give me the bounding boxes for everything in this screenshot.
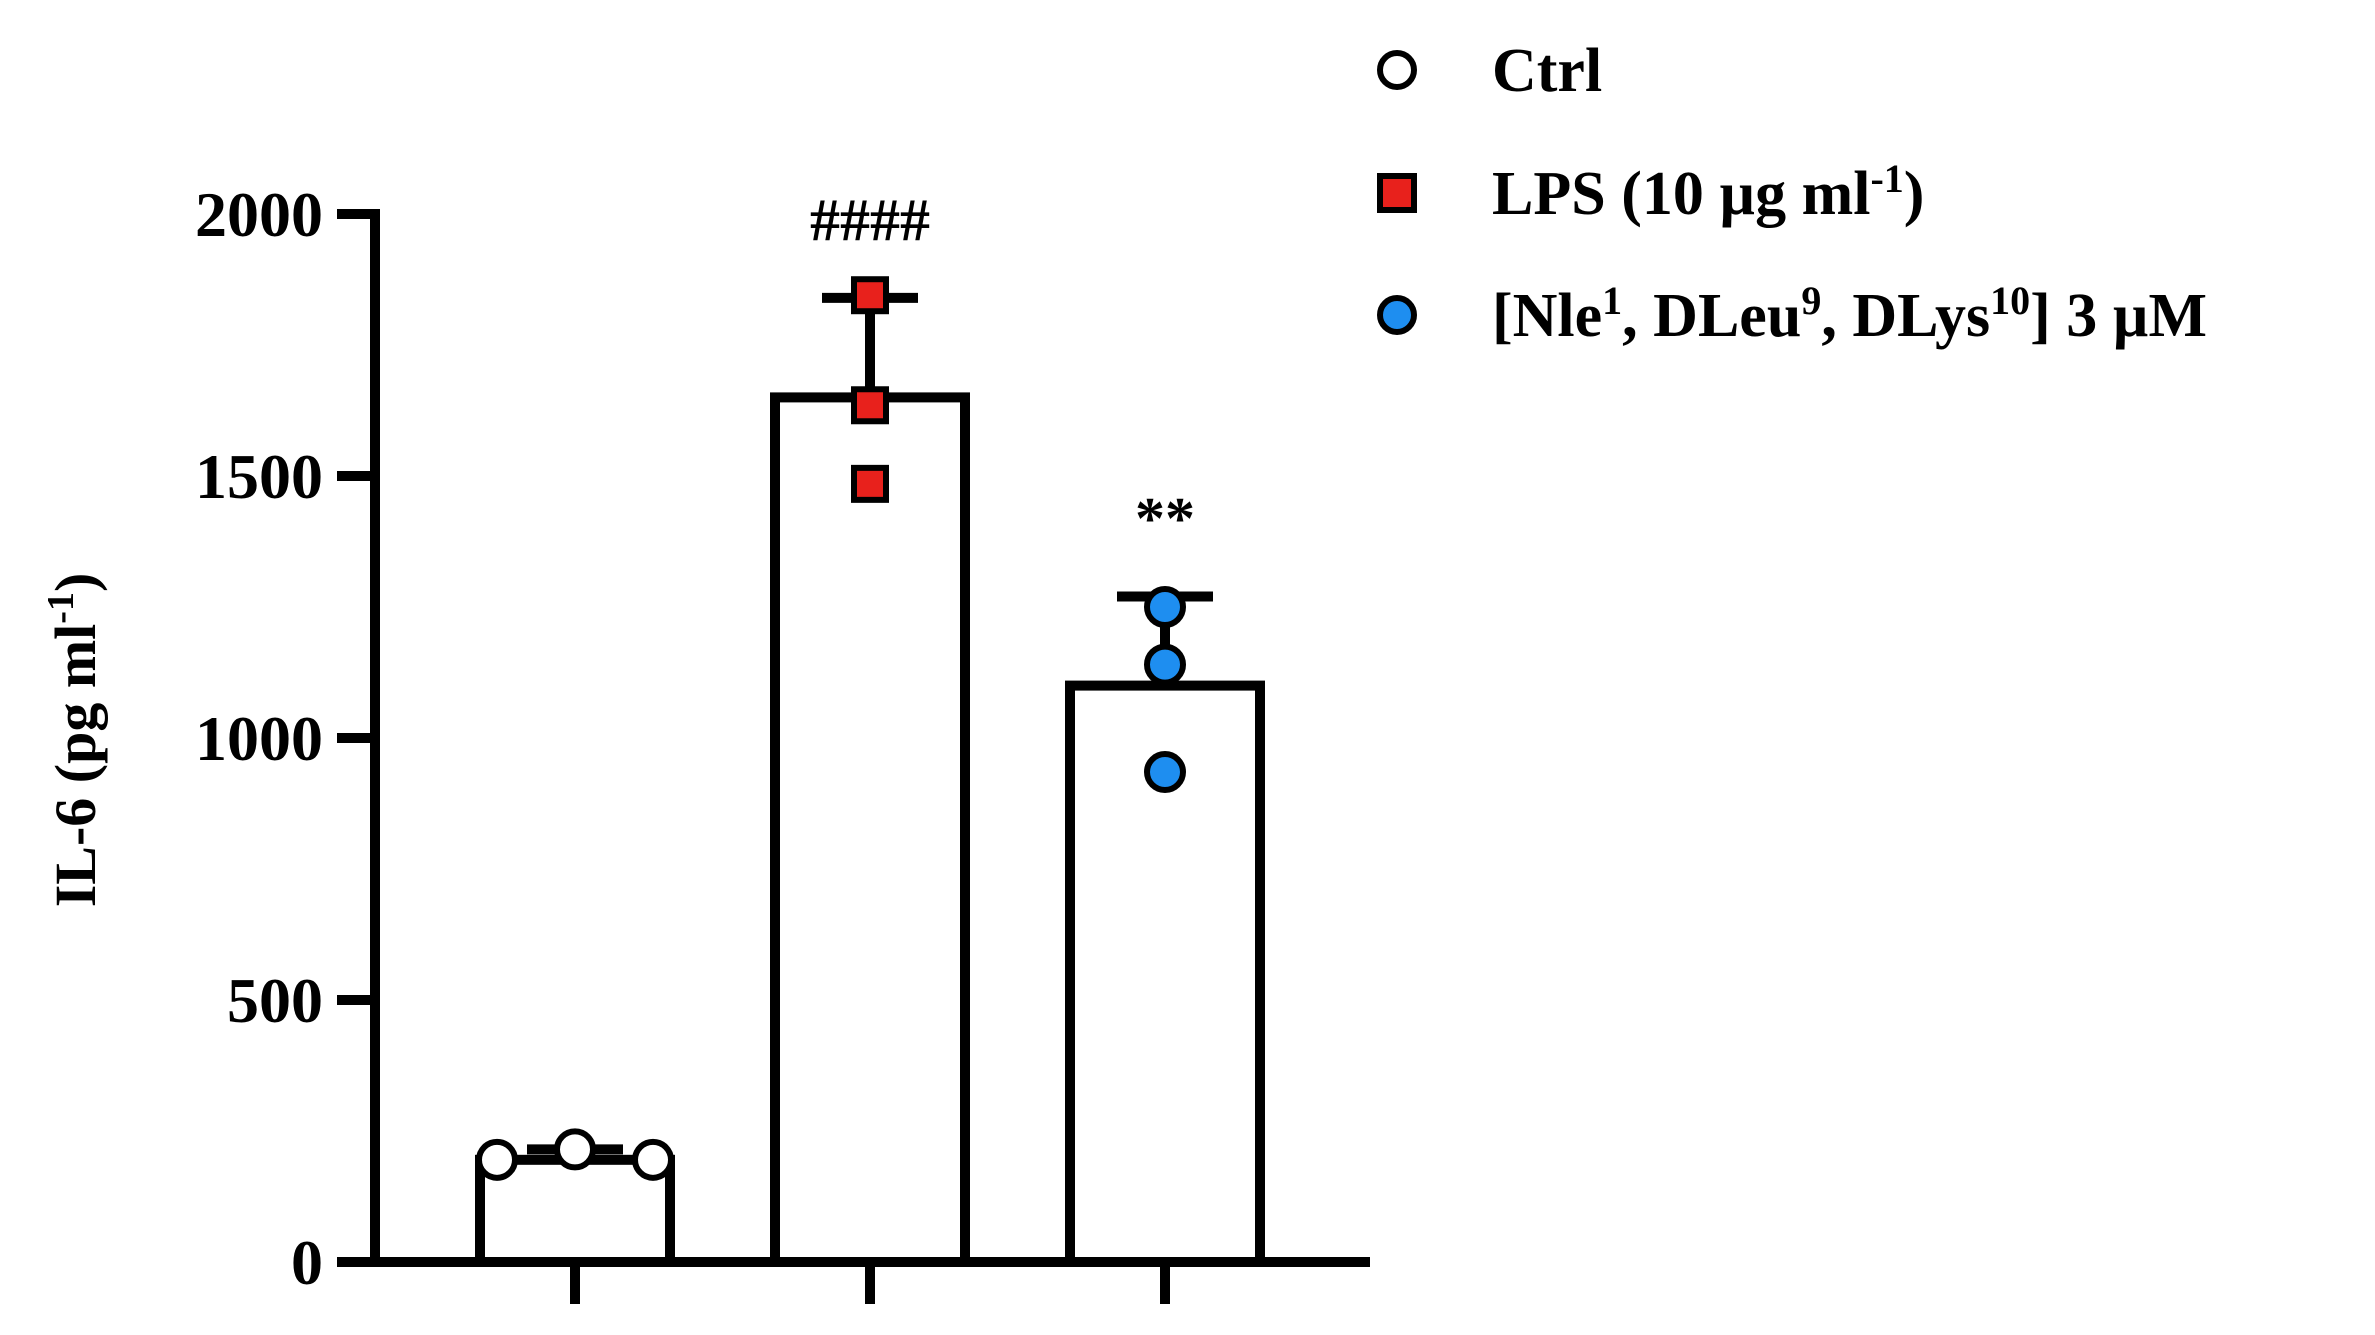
bar bbox=[770, 392, 970, 1267]
legend-label-text: LPS (10 µg ml bbox=[1492, 160, 1870, 228]
legend-label-text: , DLys bbox=[1821, 282, 1990, 350]
legend-marker bbox=[1377, 173, 1417, 213]
y-axis-label-text: IL-6 (pg ml bbox=[43, 624, 108, 908]
data-point bbox=[1144, 586, 1186, 628]
legend-label-text: Ctrl bbox=[1492, 37, 1602, 105]
significance-label: #### bbox=[810, 187, 930, 253]
significance-label: ** bbox=[1135, 486, 1195, 552]
y-tick-label: 0 bbox=[291, 1227, 323, 1298]
legend-label-text: ] 3 µM bbox=[2030, 282, 2207, 350]
y-tick-label: 1000 bbox=[195, 703, 323, 774]
legend-label: Ctrl bbox=[1492, 37, 1602, 105]
y-tick-label: 500 bbox=[227, 965, 323, 1036]
legend-label-sup: 9 bbox=[1801, 278, 1821, 323]
data-point bbox=[1144, 751, 1186, 794]
legend: Ctrl LPS (10 µg ml-1) [Nle1, DLeu9, DLys10… bbox=[1377, 37, 2207, 351]
legend-label-text: [Nle bbox=[1492, 282, 1602, 350]
legend-label-text: , DLeu bbox=[1622, 282, 1801, 350]
data-point bbox=[1144, 643, 1186, 686]
legend-label: [Nle1, DLeu9, DLys10] 3 µM bbox=[1492, 278, 2207, 351]
data-point bbox=[554, 1128, 596, 1171]
data-point bbox=[632, 1138, 674, 1181]
legend-label-text: ) bbox=[1904, 160, 1925, 228]
data-point bbox=[476, 1138, 518, 1181]
axes-layer: 0 500 1000 1500 2000 IL-6 (pg ml-1) bbox=[40, 179, 1370, 1304]
y-axis-label-close: ) bbox=[43, 573, 108, 592]
data-point bbox=[851, 276, 889, 315]
legend-marker bbox=[1377, 295, 1417, 335]
y-axis-label: IL-6 (pg ml-1) bbox=[40, 573, 108, 908]
data-point bbox=[851, 464, 889, 503]
bars-layer: #### ** bbox=[475, 187, 1265, 1267]
y-tick-label: 1500 bbox=[195, 441, 323, 512]
legend-label-sup: 10 bbox=[1990, 278, 2030, 323]
legend-label: LPS (10 µg ml-1) bbox=[1492, 156, 1924, 229]
y-tick-label: 2000 bbox=[195, 179, 323, 250]
legend-marker bbox=[1377, 50, 1417, 90]
legend-label-sup: -1 bbox=[1870, 156, 1903, 201]
legend-label-sup: 1 bbox=[1602, 278, 1622, 323]
data-point bbox=[851, 386, 889, 425]
y-axis-label-sup: -1 bbox=[40, 592, 82, 624]
